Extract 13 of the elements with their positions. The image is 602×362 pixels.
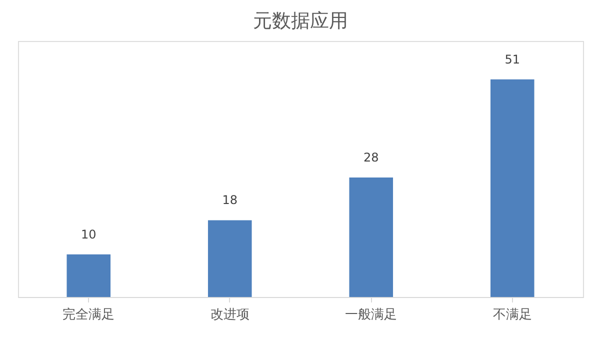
x-tick-label: 改进项 [210, 308, 250, 322]
bar [208, 220, 252, 297]
bar [349, 178, 394, 297]
chart-title: 元数据应用 [253, 10, 348, 32]
x-tick-label: 不满足 [492, 308, 532, 322]
data-label: 18 [222, 193, 238, 208]
x-tick-label: 完全满足 [62, 306, 115, 322]
data-label: 28 [363, 150, 379, 165]
data-label: 51 [504, 52, 520, 66]
data-label: 10 [80, 227, 96, 242]
x-tick-label: 一般满足 [345, 308, 398, 322]
bar [66, 254, 111, 297]
bar [490, 79, 534, 297]
